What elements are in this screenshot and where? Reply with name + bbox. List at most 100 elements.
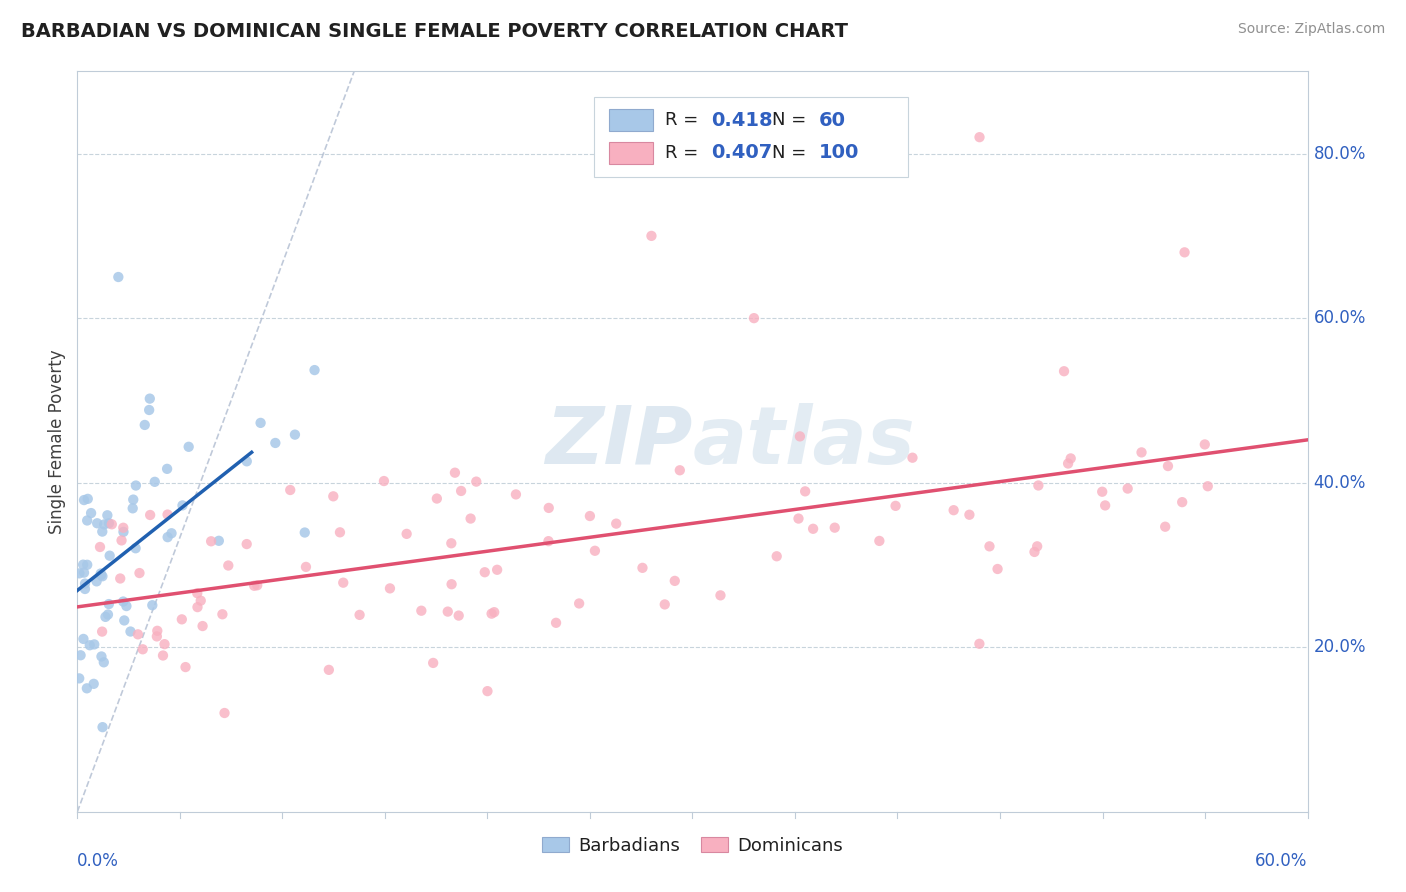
Point [69,648,91,663]
Point [67,672,90,686]
Point [98,549,121,563]
Point [156,530,179,544]
Point [152,648,174,663]
Point [1116,482,1139,496]
Point [72,632,94,646]
Point [957,508,980,522]
Point [801,522,824,536]
Point [217,558,239,573]
Point [329,525,352,540]
Point [447,608,470,623]
Bar [609,109,654,131]
Text: R =: R = [665,144,704,161]
Point [127,627,149,641]
Point [160,526,183,541]
Point [112,521,135,535]
Point [186,586,208,600]
Point [90,568,112,582]
Point [76,491,98,506]
Point [868,533,890,548]
Point [122,492,145,507]
Point [97,607,120,622]
Point [294,525,316,540]
Point [249,416,271,430]
Text: 80.0%: 80.0% [1313,145,1367,162]
Point [444,466,467,480]
Point [200,534,222,549]
Point [191,619,214,633]
Point [537,534,560,549]
Point [120,624,142,639]
Point [86,574,108,589]
Point [83,677,105,691]
Point [190,593,212,607]
Point [80,506,103,520]
Point [969,637,991,651]
Point [322,489,344,503]
Point [112,614,135,628]
Point [236,454,259,468]
Point [1026,539,1049,553]
Point [1194,437,1216,451]
Text: 100: 100 [820,144,859,162]
Text: 60: 60 [820,111,846,129]
Point [101,517,124,532]
Point [141,599,163,613]
Point [146,624,169,638]
Text: BARBADIAN VS DOMINICAN SINGLE FEMALE POVERTY CORRELATION CHART: BARBADIAN VS DOMINICAN SINGLE FEMALE POV… [21,22,848,41]
Point [89,540,111,554]
Point [139,508,162,522]
Point [440,577,463,591]
Point [107,270,129,285]
Legend: Barbadians, Dominicans: Barbadians, Dominicans [534,830,851,862]
Point [110,533,132,548]
Point [121,501,143,516]
Point [765,549,787,564]
Point [304,363,326,377]
Point [124,541,146,556]
Point [177,440,200,454]
Point [86,516,108,531]
Point [942,503,965,517]
Point [93,517,115,532]
Point [1130,445,1153,459]
Point [422,656,444,670]
Point [97,597,120,611]
Point [332,575,354,590]
Point [72,558,94,572]
Point [1024,545,1046,559]
Point [583,543,606,558]
Point [76,558,98,572]
Point [214,706,236,720]
Point [318,663,340,677]
Text: N =: N = [772,144,813,161]
Point [235,537,257,551]
Text: 0.407: 0.407 [711,144,772,162]
Point [278,483,301,497]
Point [112,594,135,608]
Point [426,491,449,506]
Point [605,516,627,531]
Point [969,130,991,145]
Point [139,392,162,406]
Point [243,579,266,593]
Point [73,566,96,580]
Point [128,566,150,580]
Point [884,499,907,513]
Point [246,578,269,592]
Point [211,607,233,622]
Point [1028,478,1050,492]
Point [143,475,166,489]
Point [90,649,112,664]
Point [824,521,846,535]
Text: 40.0%: 40.0% [1313,474,1367,491]
Point [125,478,148,492]
Point [172,499,194,513]
Point [132,642,155,657]
Point [987,562,1010,576]
Point [631,561,654,575]
Point [742,311,765,326]
Point [1174,245,1197,260]
Point [474,566,496,580]
Point [787,511,810,525]
